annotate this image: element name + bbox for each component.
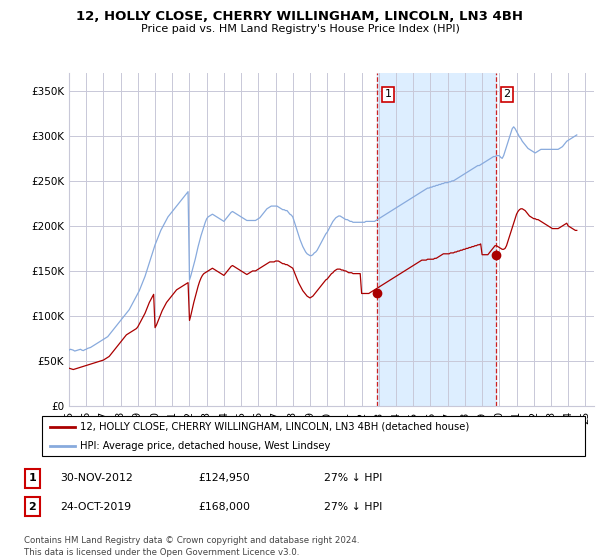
Text: 24-OCT-2019: 24-OCT-2019 <box>60 502 131 512</box>
Text: 1: 1 <box>385 90 391 100</box>
Text: £124,950: £124,950 <box>198 473 250 483</box>
Text: HPI: Average price, detached house, West Lindsey: HPI: Average price, detached house, West… <box>80 441 331 451</box>
Text: 12, HOLLY CLOSE, CHERRY WILLINGHAM, LINCOLN, LN3 4BH: 12, HOLLY CLOSE, CHERRY WILLINGHAM, LINC… <box>77 10 523 23</box>
Text: 2: 2 <box>29 502 36 512</box>
Text: 12, HOLLY CLOSE, CHERRY WILLINGHAM, LINCOLN, LN3 4BH (detached house): 12, HOLLY CLOSE, CHERRY WILLINGHAM, LINC… <box>80 422 469 432</box>
Text: Price paid vs. HM Land Registry's House Price Index (HPI): Price paid vs. HM Land Registry's House … <box>140 24 460 34</box>
Text: Contains HM Land Registry data © Crown copyright and database right 2024.
This d: Contains HM Land Registry data © Crown c… <box>24 536 359 557</box>
Text: 1: 1 <box>29 473 36 483</box>
Bar <box>377 73 496 406</box>
Text: 27% ↓ HPI: 27% ↓ HPI <box>324 473 382 483</box>
Text: 30-NOV-2012: 30-NOV-2012 <box>60 473 133 483</box>
Text: 27% ↓ HPI: 27% ↓ HPI <box>324 502 382 512</box>
FancyBboxPatch shape <box>42 416 585 456</box>
Text: 2: 2 <box>503 90 511 100</box>
Text: £168,000: £168,000 <box>198 502 250 512</box>
